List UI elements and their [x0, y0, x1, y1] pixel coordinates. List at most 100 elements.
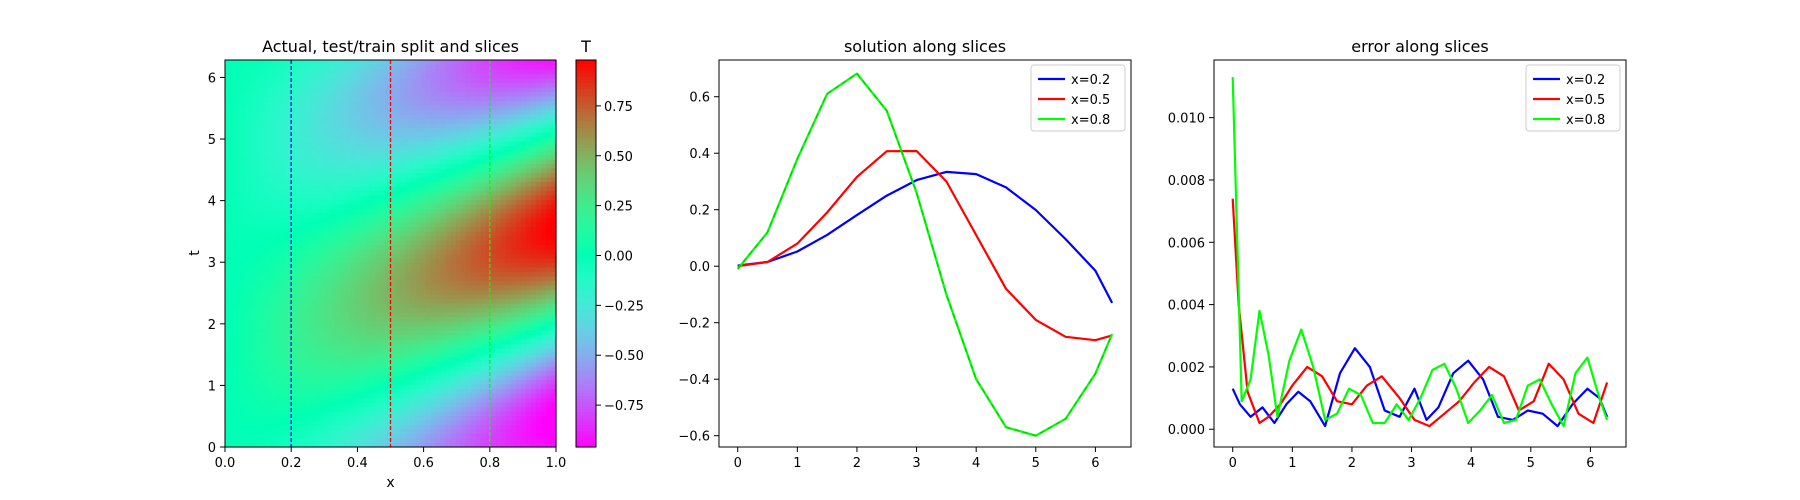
heatmap-cell — [360, 253, 367, 259]
heatmap-cell — [235, 217, 241, 223]
heatmap-cell — [400, 361, 407, 367]
heatmap-cell — [335, 195, 341, 201]
heatmap-cell — [335, 253, 341, 259]
heatmap-cell — [330, 177, 336, 183]
heatmap-cell — [275, 303, 281, 309]
heatmap-cell — [510, 325, 517, 331]
heatmap-cell — [415, 78, 422, 84]
heatmap-cell — [420, 402, 427, 408]
heatmap-cell — [445, 348, 452, 354]
heatmap-cell — [225, 208, 231, 214]
heatmap-cell — [390, 213, 397, 219]
heatmap-cell — [350, 285, 356, 291]
heatmap-cell — [315, 393, 321, 399]
heatmap-cell — [295, 73, 301, 79]
heatmap-cell — [430, 159, 437, 165]
heatmap-cell — [325, 339, 331, 345]
heatmap-cell — [350, 145, 356, 151]
heatmap-cell — [435, 150, 442, 156]
heatmap-cell — [500, 429, 507, 435]
heatmap-cell — [330, 123, 336, 129]
heatmap-cell — [315, 177, 321, 183]
heatmap-cell — [345, 226, 351, 232]
heatmap-cell — [390, 64, 397, 70]
heatmap-cell — [460, 195, 467, 201]
heatmap-cell — [255, 325, 261, 331]
heatmap-cell — [250, 172, 256, 178]
heatmap-cell — [265, 172, 271, 178]
heatmap-cell — [500, 73, 507, 79]
heatmap-cell — [370, 150, 377, 156]
heatmap-cell — [470, 105, 477, 111]
heatmap-cell — [490, 429, 497, 435]
heatmap-cell — [360, 366, 367, 372]
heatmap-cell — [320, 105, 326, 111]
heatmap-cell — [325, 78, 331, 84]
heatmap-cell — [345, 172, 351, 178]
heatmap-cell — [410, 78, 417, 84]
heatmap-cell — [505, 348, 512, 354]
heatmap-cell — [365, 141, 372, 147]
heatmap-cell — [495, 343, 502, 349]
heatmap-cell — [400, 433, 407, 439]
heatmap-cell — [400, 321, 407, 327]
heatmap-cell — [455, 411, 462, 417]
heatmap-cell — [260, 343, 266, 349]
heatmap-cell — [230, 123, 236, 129]
heatmap-cell — [300, 127, 306, 133]
heatmap-cell — [380, 96, 387, 102]
heatmap-cell — [430, 361, 437, 367]
heatmap-cell — [365, 249, 372, 255]
heatmap-cell — [335, 307, 341, 313]
heatmap-cell — [435, 190, 442, 196]
heatmap-cell — [365, 190, 372, 196]
heatmap-cell — [265, 366, 271, 372]
heatmap-cell — [435, 172, 442, 178]
heatmap-cell — [340, 78, 346, 84]
heatmap-cell — [245, 393, 251, 399]
heatmap-cell — [360, 123, 367, 129]
heatmap-cell — [485, 190, 492, 196]
heatmap-cell — [405, 204, 412, 210]
heatmap-cell — [380, 307, 387, 313]
heatmap-cell — [465, 123, 472, 129]
heatmap-cell — [455, 240, 462, 246]
heatmap-cell — [300, 325, 306, 331]
heatmap-cell — [345, 73, 351, 79]
heatmap-cell — [235, 127, 241, 133]
heatmap-cell — [260, 370, 266, 376]
heatmap-cell — [400, 262, 407, 268]
heatmap-cell — [385, 168, 392, 174]
heatmap-cell — [225, 352, 231, 358]
heatmap-cell — [440, 411, 447, 417]
heatmap-cell — [445, 352, 452, 358]
heatmap-cell — [270, 352, 276, 358]
heatmap-cell — [350, 73, 356, 79]
heatmap-cell — [345, 267, 351, 273]
heatmap-cell — [380, 375, 387, 381]
heatmap-cell — [360, 442, 367, 448]
heatmap-cell — [320, 132, 326, 138]
heatmap-cell — [245, 190, 251, 196]
heatmap-cell — [285, 109, 291, 115]
heatmap-cell — [510, 195, 517, 201]
heatmap-cell — [295, 294, 301, 300]
heatmap-cell — [310, 64, 316, 70]
heatmap-cell — [450, 321, 457, 327]
heatmap-cell — [455, 249, 462, 255]
heatmap-cell — [245, 343, 251, 349]
heatmap-cell — [370, 420, 377, 426]
heatmap-cell — [275, 325, 281, 331]
heatmap-cell — [440, 199, 447, 205]
heatmap-cell — [335, 186, 341, 192]
heatmap-cell — [340, 262, 346, 268]
heatmap-cell — [325, 343, 331, 349]
heatmap-cell — [395, 60, 402, 66]
heatmap-cell — [335, 154, 341, 160]
heatmap-cell — [255, 370, 261, 376]
heatmap-cell — [460, 87, 467, 93]
heatmap-cell — [295, 276, 301, 282]
heatmap-cell — [230, 285, 236, 291]
heatmap-cell — [355, 438, 362, 444]
heatmap-cell — [375, 325, 382, 331]
